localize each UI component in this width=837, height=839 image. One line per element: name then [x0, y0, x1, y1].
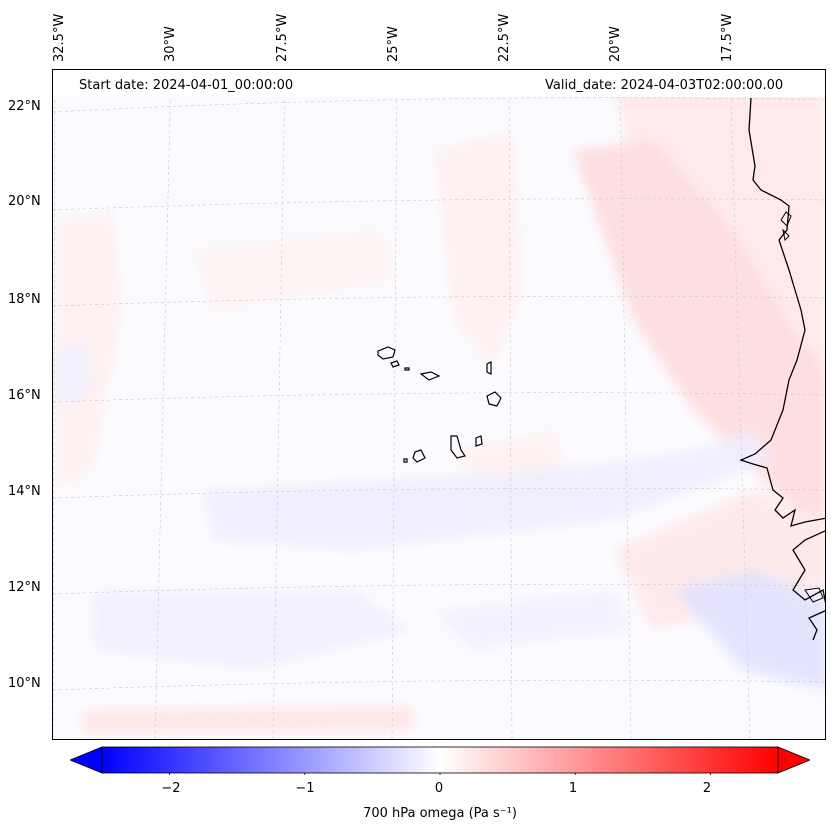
colorbar-tick-neg2: −2 [161, 781, 181, 796]
colorbar-gradient [101, 746, 779, 774]
valid-date-label: Valid_date: 2024-04-03T02:00:00.00 [545, 78, 784, 93]
start-date-label: Start date: 2024-04-01_00:00:00 [79, 78, 294, 93]
colorbar-tick-0: 0 [434, 781, 444, 796]
lat-label-20n: 20°N [8, 194, 41, 209]
lon-label-20w: 20°W [608, 26, 623, 62]
colorbar-tick-neg1: −1 [295, 781, 315, 796]
lon-label-30w: 30°W [163, 26, 178, 62]
lat-label-10n: 10°N [8, 676, 41, 691]
colorbar-label: 700 hPa omega (Pa s⁻¹) [363, 806, 517, 821]
colorbar-max-arrow [777, 746, 810, 774]
colorbar-tick-1: 1 [568, 781, 578, 796]
negative-omega-regions [53, 340, 825, 690]
lat-label-18n: 18°N [8, 292, 41, 307]
graticule [53, 70, 825, 739]
lon-label-27-5w: 27.5°W [275, 13, 290, 62]
map-panel[interactable] [52, 69, 826, 740]
africa-coastline [739, 97, 825, 641]
colorbar [70, 746, 810, 775]
lat-label-14n: 14°N [8, 484, 41, 499]
lon-label-32-5w: 32.5°W [52, 13, 67, 62]
colorbar-tick-2: 2 [702, 781, 712, 796]
omega-field-map [53, 70, 825, 739]
lat-label-16n: 16°N [8, 388, 41, 403]
lat-label-12n: 12°N [8, 580, 41, 595]
lat-label-22n: 22°N [8, 99, 41, 114]
cape-verde-islands [377, 346, 502, 463]
lon-label-25w: 25°W [386, 26, 401, 62]
colorbar-min-arrow [70, 746, 103, 774]
lon-label-22-5w: 22.5°W [497, 13, 512, 62]
lon-label-17-5w: 17.5°W [720, 13, 735, 62]
